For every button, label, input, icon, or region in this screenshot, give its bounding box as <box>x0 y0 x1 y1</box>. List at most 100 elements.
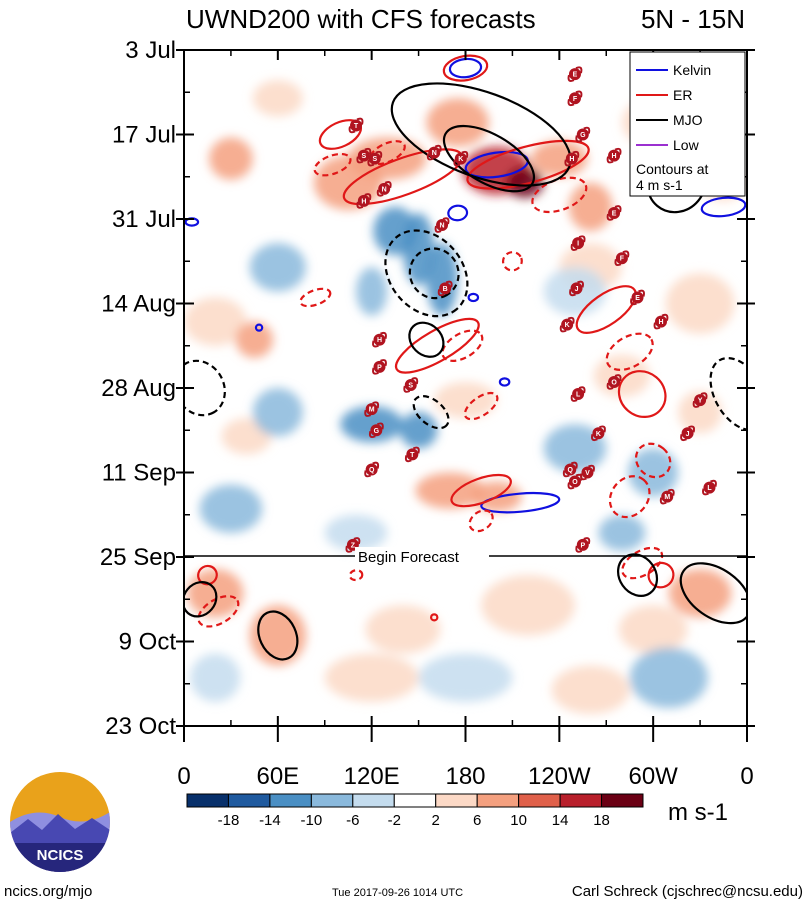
cyclone-arm <box>368 431 376 439</box>
westerly-anomaly <box>568 182 613 232</box>
er-contour <box>313 152 352 177</box>
easterly-anomaly <box>628 448 679 497</box>
cyclone-label: I <box>577 241 579 248</box>
cyclone-arm <box>348 126 356 134</box>
cyclone-label: K <box>565 322 570 329</box>
tropical-cyclone-marker: O <box>606 374 622 390</box>
cyclone-arm <box>575 66 583 74</box>
mjo-contour <box>384 229 469 318</box>
cyclone-arm <box>614 258 622 267</box>
easterly-anomaly <box>249 243 306 292</box>
logo-text: NCICS <box>37 847 84 864</box>
axes: 3 Jul 17 Jul 31 Jul 14 Aug 28 Aug 11 Sep 25 Se… <box>100 37 755 790</box>
er-contour <box>501 251 523 272</box>
cyclone-icon <box>568 475 581 488</box>
cyclone-arm <box>710 479 717 487</box>
tropical-cyclone-marker: B <box>437 280 453 297</box>
colorbar-swatch <box>393 793 437 808</box>
colorbar-swatch <box>352 793 395 808</box>
er-contour <box>647 561 675 589</box>
cyclone-label: Y <box>698 398 703 405</box>
cyclone-icon <box>592 427 605 440</box>
cyclone-icon <box>436 219 449 232</box>
cyclone-arm <box>442 217 450 225</box>
cyclone-arm <box>638 289 645 297</box>
x-tick-label: 180 <box>445 763 485 790</box>
kelvin-contour <box>254 323 264 332</box>
tropical-cyclone-marker: M <box>659 488 675 505</box>
legend-note: Contours at <box>636 161 708 177</box>
westerly-anomaly <box>665 273 735 334</box>
easterly-anomaly <box>426 243 458 316</box>
er-contour <box>197 595 240 628</box>
cyclone-arm <box>353 537 361 545</box>
er-contour <box>299 287 332 308</box>
cyclone-icon <box>572 388 585 401</box>
cyclone-arm <box>659 497 667 505</box>
cyclone-arm <box>426 153 434 161</box>
westerly-anomaly <box>426 98 489 147</box>
tropical-cyclone-marker: J <box>569 280 584 297</box>
cyclone-arm <box>403 385 411 393</box>
cyclone-icon <box>576 128 589 141</box>
cyclone-label: E <box>612 210 617 217</box>
cyclone-icon <box>357 194 370 207</box>
colorbar-label: 18 <box>593 812 610 829</box>
tropical-cyclone-marker: V <box>580 464 595 481</box>
er-contour <box>605 332 654 371</box>
cyclone-icon <box>454 152 467 165</box>
cyclone-label: O <box>572 479 578 486</box>
colorbar-units: m s-1 <box>668 799 728 826</box>
cyclone-arm <box>372 367 379 375</box>
tropical-cyclone-marker: E <box>606 205 622 221</box>
x-tick-label: 60E <box>256 763 299 790</box>
colorbar-label: 10 <box>510 812 527 829</box>
cyclone-icon <box>608 149 621 162</box>
colorbar-swatch <box>227 793 271 808</box>
er-contour <box>348 569 364 582</box>
tropical-cyclone-marker: N <box>376 181 392 197</box>
cyclone-icon <box>568 92 581 105</box>
tropical-cyclone-marker: H <box>564 150 580 167</box>
cyclone-icon <box>615 252 628 265</box>
tropical-cyclone-marker: S <box>367 150 383 167</box>
mjo-contour <box>412 395 450 430</box>
tropical-cyclone-marker: K <box>559 316 575 333</box>
cyclone-label: T <box>410 452 415 459</box>
colorbar-swatch <box>559 793 603 808</box>
cyclone-arm <box>614 374 622 382</box>
cyclone-label: T <box>354 123 359 130</box>
cyclone-arm <box>364 193 372 201</box>
cyclone-arm <box>575 90 583 98</box>
cyclone-label: V <box>585 470 590 477</box>
colorbar-label: -6 <box>346 812 359 829</box>
cyclone-arm <box>606 382 614 390</box>
easterly-anomaly <box>598 514 646 551</box>
tropical-cyclone-marker: S <box>356 147 372 164</box>
cyclone-arm <box>434 225 442 233</box>
cyclone-arm <box>588 464 595 472</box>
cyclone-label: H <box>569 156 574 163</box>
cyclone-icon <box>365 463 378 476</box>
cyclone-arm <box>364 147 372 155</box>
cyclone-icon <box>654 315 667 328</box>
cyclone-arm <box>583 537 591 545</box>
er-contour <box>621 546 664 580</box>
cyclone-label: O <box>611 379 617 386</box>
cyclone-arm <box>367 159 375 167</box>
cyclone-label: J <box>575 286 579 293</box>
cyclone-label: P <box>580 542 585 549</box>
colorbar-label: -14 <box>259 812 281 829</box>
cyclone-label: S <box>408 382 413 389</box>
cyclone-arm <box>578 235 586 243</box>
tropical-cyclone-marker: J <box>680 425 696 442</box>
cyclone-label: Q <box>369 467 375 474</box>
cyclone-label: J <box>686 431 690 438</box>
website-link[interactable]: ncics.org/mjo <box>4 883 92 900</box>
westerly-anomaly <box>365 605 441 654</box>
cyclone-label: S <box>372 156 377 163</box>
tropical-cyclone-marker: E <box>567 66 583 82</box>
er-contour <box>197 564 218 586</box>
chart-title: UWND200 with CFS forecasts <box>186 4 536 34</box>
tropical-cyclone-marker: Q <box>562 461 578 478</box>
